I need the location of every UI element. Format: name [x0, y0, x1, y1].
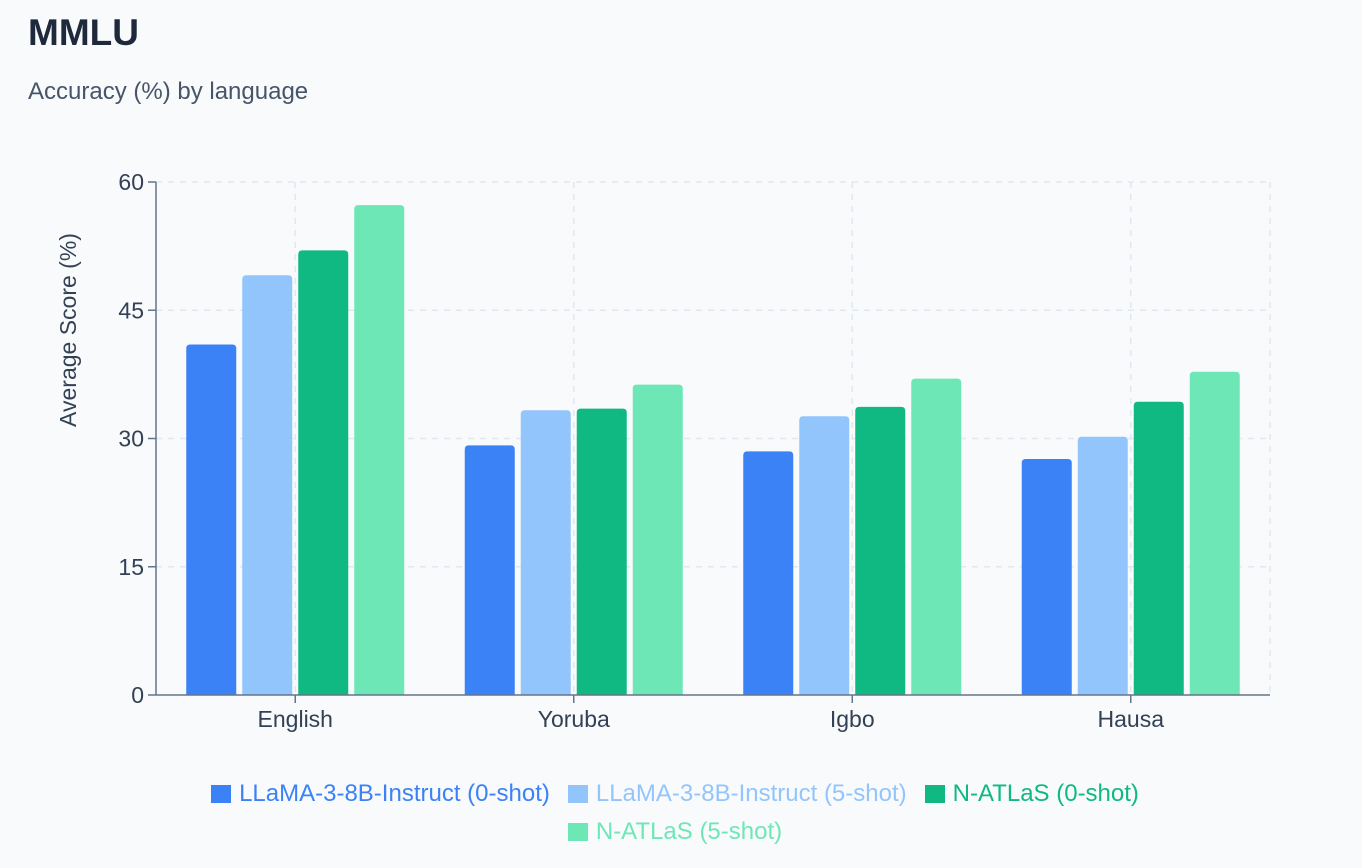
bar-group: [186, 205, 1240, 695]
legend-label: LLaMA-3-8B-Instruct (0-shot): [239, 780, 550, 807]
bar-english-series-1: [186, 344, 237, 695]
bar-chart: 0 15 30 45 60 English Yoruba Igbo Hausa Average …: [55, 169, 1271, 732]
y-tick-label: 45: [118, 297, 144, 323]
bar-yoruba-series-4: [632, 384, 683, 695]
legend-label: LLaMA-3-8B-Instruct (5-shot): [595, 780, 907, 807]
y-axis-label: Average Score (%): [55, 233, 81, 427]
legend-item[interactable]: N-ATLaS (5-shot): [567, 818, 783, 846]
bar-hausa-series-2: [1077, 436, 1128, 695]
legend-item[interactable]: LLaMA-3-8B-Instruct (0-shot): [211, 780, 550, 808]
bar-yoruba-series-3: [576, 408, 627, 695]
bar-igbo-series-4: [911, 378, 962, 695]
bar-igbo-series-3: [855, 406, 906, 695]
bar-hausa-series-3: [1133, 401, 1184, 695]
legend-swatch: [567, 823, 588, 841]
chart-subtitle: Accuracy (%) by language: [28, 78, 309, 105]
bar-hausa-series-4: [1189, 371, 1240, 695]
legend-item[interactable]: N-ATLaS (0-shot): [924, 780, 1139, 808]
bar-igbo-series-2: [799, 416, 850, 695]
axes: 0 15 30 45 60 English Yoruba Igbo Hausa: [118, 169, 1270, 732]
legend-item[interactable]: LLaMA-3-8B-Instruct (5-shot): [567, 780, 907, 808]
x-tick-label: Hausa: [1098, 706, 1165, 732]
bar-hausa-series-1: [1021, 459, 1072, 695]
legend-swatch: [924, 785, 945, 803]
legend-label: N-ATLaS (0-shot): [952, 780, 1139, 807]
y-tick-label: 0: [131, 682, 144, 708]
chart-legend: LLaMA-3-8B-Instruct (0-shot) LLaMA-3-8B-I…: [120, 780, 1230, 846]
bar-english-series-4: [354, 205, 405, 695]
bar-english-series-3: [298, 250, 349, 695]
x-tick-label: English: [258, 706, 333, 732]
y-tick-label: 30: [118, 426, 144, 452]
chart-title: MMLU: [28, 12, 139, 53]
y-tick-label: 60: [118, 169, 144, 195]
legend-label: N-ATLaS (5-shot): [595, 818, 783, 845]
bar-igbo-series-1: [743, 451, 794, 695]
legend-swatch: [211, 785, 232, 803]
bar-english-series-2: [242, 275, 293, 695]
x-tick-label: Igbo: [830, 706, 875, 732]
legend-swatch: [567, 785, 588, 803]
y-tick-label: 15: [118, 554, 144, 580]
bar-yoruba-series-1: [464, 445, 515, 695]
bar-yoruba-series-2: [520, 410, 571, 695]
x-tick-label: Yoruba: [538, 706, 610, 732]
